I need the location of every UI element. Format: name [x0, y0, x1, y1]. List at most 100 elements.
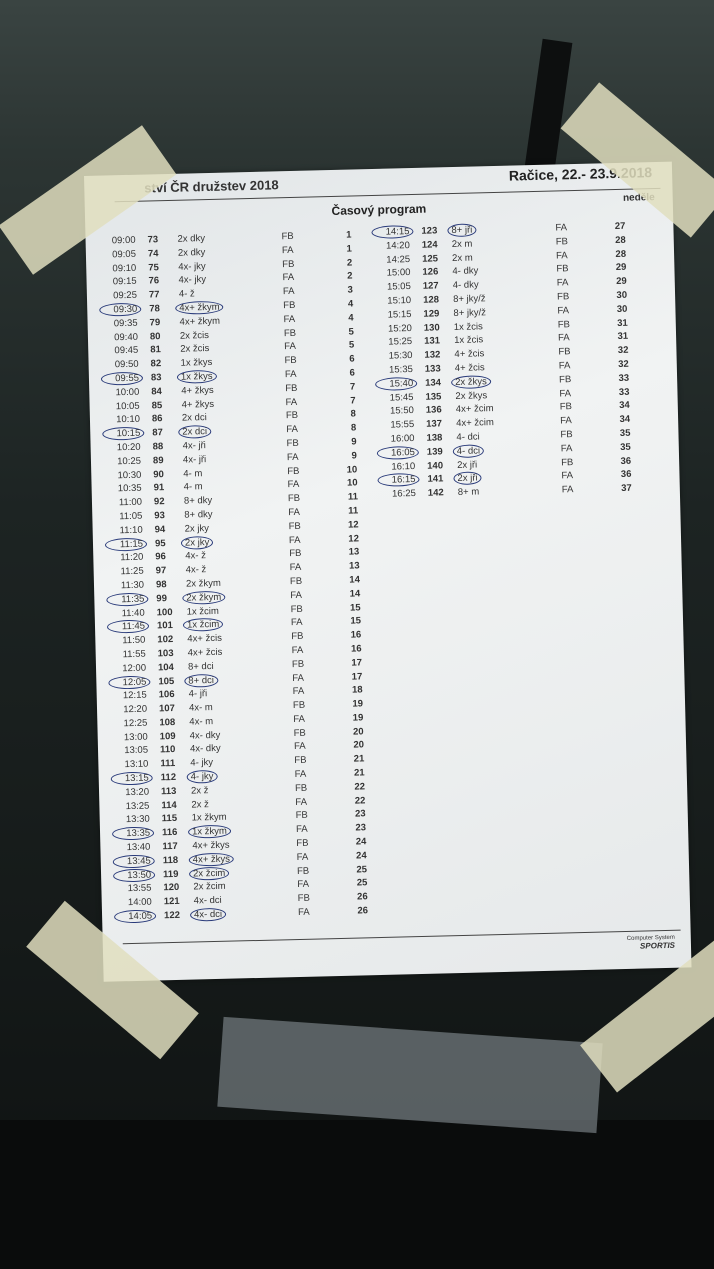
race-time: 15:40	[375, 376, 418, 391]
race-number: 90	[153, 468, 165, 480]
race-number: 83	[150, 372, 162, 384]
race-course: FA	[288, 506, 301, 519]
race-course: FB	[286, 437, 299, 450]
race-event: 1x žkys	[176, 369, 217, 384]
race-heat: 20	[352, 726, 364, 738]
race-event: 4- dci	[452, 444, 485, 458]
race-event: 4x- dci	[193, 895, 222, 907]
race-number: 141	[427, 473, 444, 486]
race-course: FB	[287, 492, 301, 505]
race-time: 13:20	[125, 786, 150, 799]
race-time: 14:00	[127, 896, 152, 909]
race-time: 15:30	[388, 350, 413, 362]
race-course: FA	[284, 368, 297, 381]
race-course: FB	[281, 230, 294, 243]
race-time: 09:15	[112, 276, 137, 288]
schedule-sheet: ství ČR družstev 2018 Račice, 22.- 23.9.…	[84, 161, 692, 982]
race-event: 4x+ žcim	[455, 403, 494, 416]
dashboard	[0, 1120, 714, 1269]
race-time: 14:05	[113, 909, 157, 924]
race-number: 97	[155, 565, 167, 577]
race-heat: 30	[616, 289, 628, 302]
race-number: 103	[157, 647, 174, 660]
race-number: 136	[425, 404, 442, 417]
race-time: 15:15	[387, 308, 412, 321]
race-course: FB	[558, 346, 571, 358]
race-time: 13:00	[123, 731, 148, 743]
race-heat: 13	[348, 560, 360, 572]
race-heat: 11	[347, 491, 359, 503]
race-event: 8+ dky	[183, 495, 213, 507]
race-time: 12:05	[108, 675, 151, 690]
race-heat: 4	[347, 298, 354, 310]
race-event: 1x žcis	[454, 334, 484, 347]
race-course: FA	[290, 617, 303, 629]
race-time: 11:30	[120, 579, 145, 592]
race-time: 13:50	[112, 868, 156, 883]
race-event: 1x žkym	[187, 824, 232, 839]
race-course: FB	[292, 699, 306, 712]
race-course: FA	[290, 589, 303, 601]
race-time: 15:50	[389, 405, 414, 417]
race-heat: 19	[352, 698, 364, 710]
race-number: 80	[149, 330, 161, 343]
race-time: 09:25	[113, 289, 138, 302]
race-course: FA	[295, 823, 308, 836]
race-event: 4x- dky	[189, 729, 221, 742]
race-number: 112	[160, 772, 177, 784]
race-heat: 8	[350, 422, 357, 434]
race-event: 4x- jky	[178, 260, 206, 273]
race-number: 138	[426, 432, 443, 444]
race-heat: 30	[616, 303, 628, 315]
schedule-column-left: 09:00 73 2x dky FB 1 09:05 74 2x dky FA 1 09:10 75 4…	[99, 229, 368, 926]
race-course: FB	[289, 575, 303, 588]
race-time: 12:25	[123, 717, 148, 730]
race-heat: 31	[617, 331, 629, 343]
race-number: 93	[154, 510, 166, 522]
race-time: 11:00	[118, 496, 143, 509]
race-heat: 28	[615, 234, 626, 246]
race-course: FB	[285, 410, 299, 422]
race-heat: 19	[352, 712, 364, 724]
race-time: 13:30	[125, 814, 150, 826]
race-time: 11:20	[120, 551, 144, 564]
race-number: 111	[160, 758, 176, 770]
race-heat: 26	[356, 891, 368, 903]
race-heat: 15	[350, 615, 362, 627]
race-event: 8+ jky/ž	[452, 293, 486, 306]
race-course: FB	[283, 327, 297, 339]
race-time: 15:45	[389, 391, 414, 404]
race-number: 78	[149, 303, 160, 315]
race-event: 4- dky	[452, 279, 479, 292]
race-heat: 25	[356, 863, 368, 876]
race-number: 98	[155, 579, 167, 591]
race-heat: 23	[354, 808, 366, 821]
race-event: 2x m	[451, 252, 473, 264]
race-number: 81	[150, 344, 161, 356]
race-heat: 21	[353, 767, 365, 779]
race-course: FA	[293, 713, 306, 725]
race-heat: 17	[351, 670, 363, 683]
race-time: 09:45	[114, 345, 139, 357]
race-heat: 7	[349, 381, 356, 393]
race-time: 11:25	[120, 565, 144, 578]
race-event: 4x+ žkys	[188, 852, 235, 867]
race-event: 1x žcis	[453, 320, 483, 333]
race-event: 4x+ žcis	[187, 632, 223, 645]
race-time: 12:00	[122, 662, 147, 674]
race-event: 2x jři	[457, 459, 478, 471]
race-number: 139	[426, 446, 443, 458]
race-course: FB	[296, 865, 310, 877]
race-event: 2x jky	[184, 522, 210, 535]
race-number: 106	[158, 689, 175, 701]
race-heat: 28	[615, 248, 627, 260]
race-event: 4x- m	[189, 715, 214, 728]
race-time: 11:35	[106, 592, 149, 607]
race-time: 10:00	[115, 386, 140, 399]
race-course: FB	[290, 603, 303, 615]
race-time: 10:10	[116, 414, 141, 426]
race-time: 09:05	[112, 248, 137, 261]
race-heat: 1	[346, 243, 352, 255]
race-course: FA	[281, 244, 294, 256]
race-event: 4- ž	[178, 288, 195, 300]
